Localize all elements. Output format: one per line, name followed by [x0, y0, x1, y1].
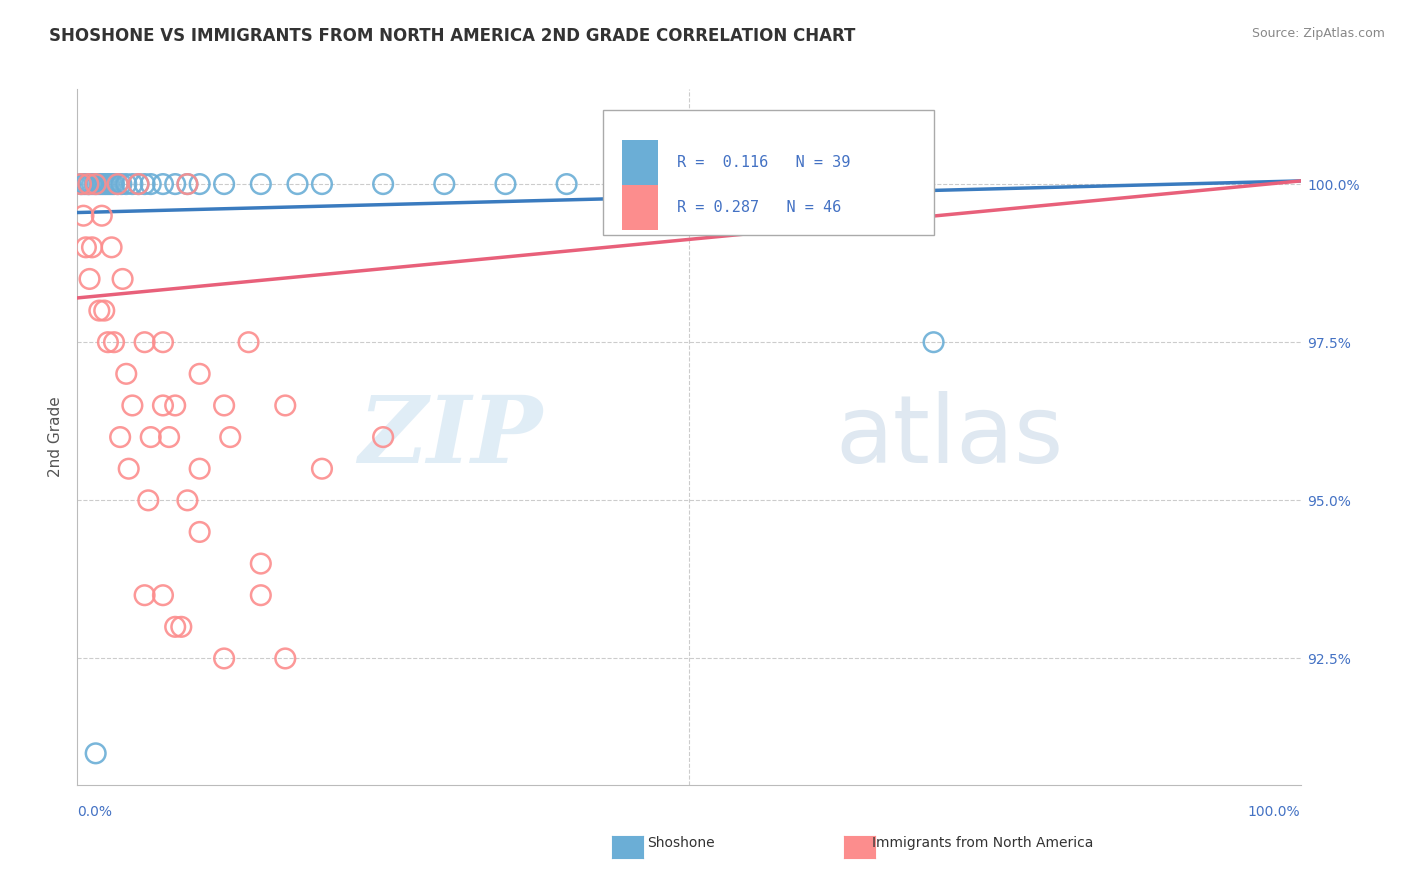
Point	[176, 177, 198, 191]
Point	[118, 461, 141, 475]
Point	[274, 399, 297, 413]
Point	[134, 335, 156, 350]
Point	[250, 557, 273, 571]
Point	[93, 177, 115, 191]
Point	[152, 177, 174, 191]
Point	[97, 335, 120, 350]
Point	[371, 430, 394, 444]
Point	[371, 177, 394, 191]
Point	[555, 177, 578, 191]
Point	[212, 177, 235, 191]
Point	[103, 177, 125, 191]
Text: 100.0%: 100.0%	[1249, 805, 1301, 819]
Point	[188, 524, 211, 539]
Point	[862, 177, 884, 191]
Text: R = 0.287   N = 46: R = 0.287 N = 46	[676, 201, 841, 215]
Point	[90, 209, 112, 223]
Point	[79, 272, 101, 286]
Text: SHOSHONE VS IMMIGRANTS FROM NORTH AMERICA 2ND GRADE CORRELATION CHART: SHOSHONE VS IMMIGRANTS FROM NORTH AMERIC…	[49, 27, 856, 45]
Point	[110, 177, 132, 191]
Point	[212, 651, 235, 665]
Point	[84, 747, 107, 761]
Point	[100, 240, 122, 254]
Point	[115, 177, 138, 191]
Point	[165, 620, 187, 634]
Point	[495, 177, 517, 191]
Text: ZIP: ZIP	[359, 392, 543, 482]
Text: Source: ZipAtlas.com: Source: ZipAtlas.com	[1251, 27, 1385, 40]
Point	[86, 177, 108, 191]
Point	[134, 177, 156, 191]
Point	[250, 588, 273, 602]
Point	[89, 303, 111, 318]
Point	[134, 588, 156, 602]
Point	[152, 399, 174, 413]
Point	[80, 177, 103, 191]
Point	[90, 177, 112, 191]
Point	[165, 177, 187, 191]
Point	[311, 177, 333, 191]
Point	[84, 177, 107, 191]
Point	[107, 177, 129, 191]
Text: Shoshone: Shoshone	[647, 836, 714, 850]
Point	[188, 177, 211, 191]
Point	[165, 399, 187, 413]
Point	[274, 651, 297, 665]
Point	[188, 367, 211, 381]
Point	[98, 177, 121, 191]
Point	[70, 177, 93, 191]
Point	[152, 588, 174, 602]
Point	[617, 177, 640, 191]
Point	[121, 399, 143, 413]
Point	[107, 177, 129, 191]
Point	[108, 430, 131, 444]
Point	[89, 177, 111, 191]
Point	[238, 335, 260, 350]
Point	[111, 272, 134, 286]
Point	[139, 177, 162, 191]
Y-axis label: 2nd Grade: 2nd Grade	[48, 397, 63, 477]
Point	[96, 177, 118, 191]
Point	[136, 493, 159, 508]
Point	[75, 240, 97, 254]
Point	[77, 177, 100, 191]
Point	[433, 177, 456, 191]
Point	[176, 493, 198, 508]
Point	[103, 335, 125, 350]
Point	[128, 177, 150, 191]
Point	[139, 430, 162, 444]
Point	[70, 177, 93, 191]
Point	[287, 177, 309, 191]
Point	[176, 177, 198, 191]
Point	[922, 335, 945, 350]
Point	[80, 240, 103, 254]
Point	[100, 177, 122, 191]
Point	[72, 177, 94, 191]
Point	[740, 177, 762, 191]
FancyBboxPatch shape	[603, 110, 934, 235]
Point	[170, 620, 193, 634]
Text: atlas: atlas	[835, 391, 1064, 483]
Point	[188, 461, 211, 475]
FancyBboxPatch shape	[621, 140, 658, 186]
Text: Immigrants from North America: Immigrants from North America	[872, 836, 1092, 850]
Point	[115, 367, 138, 381]
Point	[121, 177, 143, 191]
Point	[128, 177, 150, 191]
Point	[83, 177, 105, 191]
Point	[93, 303, 115, 318]
Point	[152, 335, 174, 350]
Text: R =  0.116   N = 39: R = 0.116 N = 39	[676, 155, 851, 170]
Point	[79, 177, 101, 191]
FancyBboxPatch shape	[621, 186, 658, 230]
Point	[212, 399, 235, 413]
Point	[157, 430, 180, 444]
Point	[77, 177, 100, 191]
Point	[311, 461, 333, 475]
Point	[75, 177, 97, 191]
Point	[250, 177, 273, 191]
Text: 0.0%: 0.0%	[77, 805, 112, 819]
Point	[72, 209, 94, 223]
Point	[219, 430, 242, 444]
